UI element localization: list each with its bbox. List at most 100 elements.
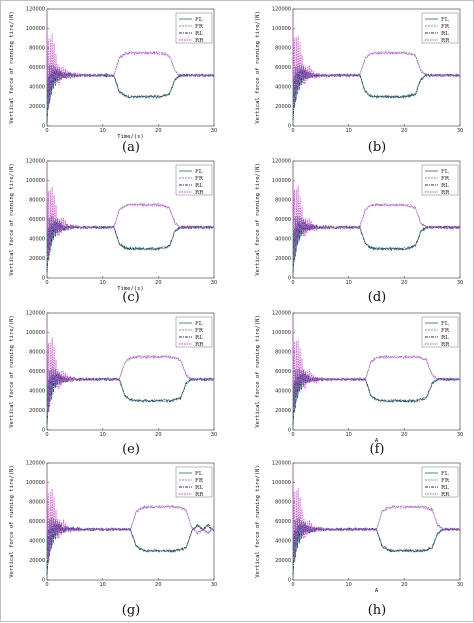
x-tick-label: 20 xyxy=(401,128,407,134)
x-tick-label: 10 xyxy=(99,582,105,588)
panel-d: 0 20000 40000 60000 80000 100000 120000 0 10 20 30… xyxy=(255,159,463,305)
x-axis-label: Time/(s) xyxy=(117,134,144,140)
y-tick-label: 20000 xyxy=(29,408,45,414)
y-tick-label: 120000 xyxy=(26,311,45,317)
legend-box xyxy=(175,164,213,196)
y-tick-label: 0 xyxy=(288,124,291,130)
y-tick-label: 0 xyxy=(42,578,45,584)
series-line-rr xyxy=(46,164,215,261)
y-tick-label: 80000 xyxy=(29,500,45,506)
panel-label: (b) xyxy=(368,140,386,155)
y-tick-label: 60000 xyxy=(29,217,45,223)
y-tick-label: 20000 xyxy=(275,558,291,564)
y-tick-label: 120000 xyxy=(26,7,45,13)
y-axis-label: Vertical force of running tire/(N) xyxy=(9,465,15,578)
y-tick-label: 20000 xyxy=(29,558,45,564)
series-line-rl xyxy=(292,221,461,273)
legend-box xyxy=(421,164,459,196)
legend-label-rr: RR xyxy=(195,342,204,348)
y-tick-label: 80000 xyxy=(29,46,45,52)
x-tick-label: 20 xyxy=(401,280,407,286)
series-line-rl xyxy=(46,221,215,273)
legend-label-rr: RR xyxy=(195,492,204,498)
y-tick-label: 0 xyxy=(42,428,45,434)
y-tick-label: 0 xyxy=(288,428,291,434)
legend-label-fr: FR xyxy=(195,328,204,334)
legend-label-fl: FL xyxy=(195,471,203,477)
legend-label-rl: RL xyxy=(195,335,203,341)
y-tick-label: 60000 xyxy=(275,65,291,71)
legend-label-rl: RL xyxy=(195,485,203,491)
legend-label-rr: RR xyxy=(195,190,204,196)
legend-label-fr: FR xyxy=(441,478,450,484)
x-tick-label: 10 xyxy=(99,128,105,134)
legend-label-fr: FR xyxy=(441,24,450,30)
panel-f: 0 20000 40000 60000 80000 100000 120000 0 10 20 30… xyxy=(255,311,463,457)
series-line-rr xyxy=(46,317,215,412)
series-line-rr xyxy=(292,164,461,261)
y-tick-label: 60000 xyxy=(29,519,45,525)
y-tick-label: 60000 xyxy=(275,217,291,223)
x-axis-label: A xyxy=(375,588,379,594)
x-tick-label: 30 xyxy=(457,280,463,286)
y-axis-label: Vertical force of running tire/(N) xyxy=(255,163,261,276)
y-tick-label: 40000 xyxy=(29,389,45,395)
y-tick-label: 100000 xyxy=(272,480,291,486)
y-tick-label: 40000 xyxy=(29,539,45,545)
legend-label-fl: FL xyxy=(195,169,203,175)
legend-box xyxy=(421,466,459,498)
x-tick-label: 0 xyxy=(45,432,48,438)
legend-label-rr: RR xyxy=(195,38,204,44)
panel-b: 0 20000 40000 60000 80000 100000 120000 0 10 20 30… xyxy=(255,7,463,155)
x-tick-label: 10 xyxy=(99,280,105,286)
panel-label: (e) xyxy=(122,442,140,457)
legend-box xyxy=(175,316,213,348)
x-tick-label: 30 xyxy=(211,582,217,588)
legend-label-fr: FR xyxy=(195,24,204,30)
y-tick-label: 60000 xyxy=(275,369,291,375)
y-tick-label: 80000 xyxy=(275,500,291,506)
x-tick-label: 20 xyxy=(155,128,161,134)
x-tick-label: 20 xyxy=(401,582,407,588)
y-tick-label: 80000 xyxy=(275,46,291,52)
x-tick-label: 10 xyxy=(345,128,351,134)
series-line-fr xyxy=(292,203,461,259)
y-tick-label: 100000 xyxy=(272,330,291,336)
legend-label-fl: FL xyxy=(195,321,203,327)
y-tick-label: 20000 xyxy=(29,104,45,110)
x-tick-label: 0 xyxy=(291,582,294,588)
y-tick-label: 60000 xyxy=(29,369,45,375)
panel-label: (h) xyxy=(368,603,387,618)
legend-label-fl: FL xyxy=(441,17,449,23)
panel-label: (g) xyxy=(122,603,140,618)
series-line-rl xyxy=(292,69,461,121)
legend-label-fl: FL xyxy=(441,321,449,327)
panel-label: (c) xyxy=(122,290,139,305)
y-tick-label: 120000 xyxy=(26,461,45,467)
panel-c: 0 20000 40000 60000 80000 100000 120000 0 10 20 30… xyxy=(9,159,217,305)
x-tick-label: 20 xyxy=(155,432,161,438)
y-axis-label: Vertical force of running tire/(N) xyxy=(9,11,15,124)
y-tick-label: 40000 xyxy=(29,237,45,243)
y-tick-label: 100000 xyxy=(272,26,291,32)
x-tick-label: 30 xyxy=(457,432,463,438)
x-tick-label: 0 xyxy=(45,128,48,134)
y-axis-label: Vertical force of running tire/(N) xyxy=(255,11,261,124)
x-tick-label: 0 xyxy=(45,280,48,286)
series-line-rl xyxy=(292,373,461,425)
y-tick-label: 40000 xyxy=(275,237,291,243)
legend-box xyxy=(421,12,459,44)
y-tick-label: 120000 xyxy=(272,159,291,165)
legend-label-fr: FR xyxy=(195,176,204,182)
legend-label-fr: FR xyxy=(441,328,450,334)
series-line-rr xyxy=(46,467,215,562)
y-tick-label: 40000 xyxy=(29,85,45,91)
x-tick-label: 20 xyxy=(401,432,407,438)
panel-a: 0 20000 40000 60000 80000 100000 120000 0 10 20 30… xyxy=(9,7,217,155)
series-line-rr xyxy=(46,14,215,107)
y-tick-label: 120000 xyxy=(26,159,45,165)
panel-label: (a) xyxy=(122,140,140,155)
panel-label: (d) xyxy=(368,290,386,305)
panel-e: 0 20000 40000 60000 80000 100000 120000 0 10 20 30… xyxy=(9,311,217,457)
legend-box xyxy=(175,466,213,498)
